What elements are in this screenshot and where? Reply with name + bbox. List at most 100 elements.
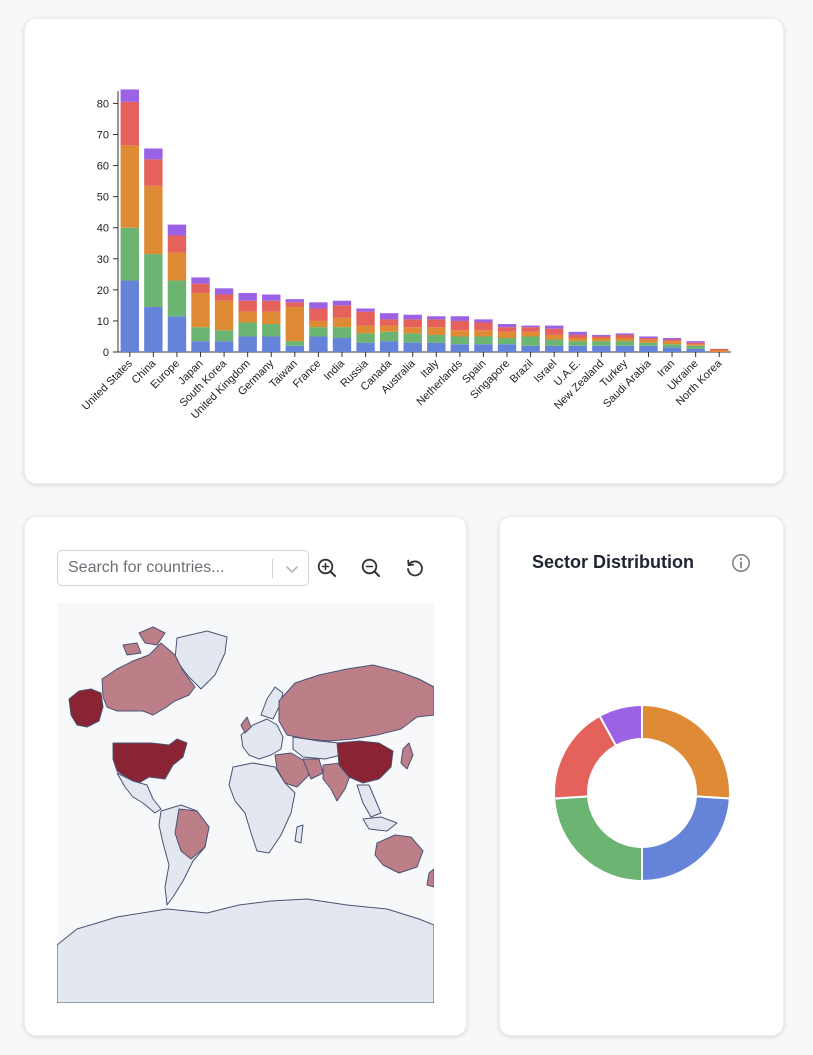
bar-segment[interactable] [686,344,705,346]
map-country-brazil[interactable] [174,808,210,860]
map-continent-antarctica[interactable] [57,898,434,1003]
bar-segment[interactable] [686,341,705,343]
donut-slice[interactable] [641,703,731,800]
bar-segment[interactable] [474,344,493,352]
world-map[interactable] [57,603,434,1003]
bar-segment[interactable] [544,345,564,352]
map-country-australia[interactable] [374,834,424,874]
map-region-central-asia[interactable] [292,736,342,760]
bar-segment[interactable] [615,338,635,342]
bar-segment[interactable] [427,334,446,343]
bar-segment[interactable] [356,308,375,312]
bar-segment[interactable] [309,308,328,321]
bar-segment[interactable] [544,328,564,335]
zoom-out-icon[interactable] [360,557,382,579]
bar-segment[interactable] [120,280,139,352]
bar-segment[interactable] [521,327,540,332]
bar-segment[interactable] [710,348,729,351]
bar-segment[interactable] [662,339,682,342]
bar-segment[interactable] [403,314,422,320]
bar-segment[interactable] [285,306,305,342]
bar-segment[interactable] [191,341,210,352]
bar-segment[interactable] [427,327,446,335]
bar-segment[interactable] [450,336,470,345]
bar-segment[interactable] [332,317,352,328]
bar-segment[interactable] [568,331,587,335]
map-region-southeast-asia[interactable] [356,784,382,818]
donut-slice[interactable] [598,703,643,748]
bar-segment[interactable] [214,330,234,342]
bar-segment[interactable] [521,331,540,337]
bar-segment[interactable] [144,185,163,255]
country-search-select[interactable] [57,550,309,586]
bar-segment[interactable] [309,327,328,337]
map-country-russia[interactable] [278,664,434,742]
bar-segment[interactable] [120,101,139,146]
bar-segment[interactable] [238,322,257,337]
bar-segment[interactable] [427,319,446,328]
bar-segment[interactable] [285,341,305,346]
chevron-down-icon[interactable] [283,560,301,578]
bar-segment[interactable] [379,341,399,352]
bar-segment[interactable] [191,283,210,293]
bar-segment[interactable] [450,330,470,337]
bar-segment[interactable] [662,341,682,345]
bar-segment[interactable] [379,319,399,326]
bar-segment[interactable] [592,334,611,337]
map-country-usa[interactable] [112,738,188,784]
bar-segment[interactable] [238,300,257,312]
bar-segment[interactable] [497,338,517,345]
bar-segment[interactable] [544,334,564,340]
bar-segment[interactable] [474,330,493,337]
bar-segment[interactable] [474,319,493,323]
bar-segment[interactable] [686,342,705,345]
world-map-svg[interactable] [57,603,434,1003]
bar-segment[interactable] [379,331,399,342]
bar-segment[interactable] [379,313,399,320]
bar-segment[interactable] [568,341,587,346]
bar-segment[interactable] [144,306,163,352]
bar-segment[interactable] [639,336,658,339]
bar-segment[interactable] [262,336,281,352]
bar-segment[interactable] [285,299,305,303]
map-country-mexico[interactable] [116,772,162,814]
bar-segment[interactable] [144,148,163,160]
map-continent-africa[interactable] [228,762,296,854]
bar-segment[interactable] [615,341,635,346]
bar-segment[interactable] [592,336,611,339]
bar-segment[interactable] [568,334,587,339]
bar-segment[interactable] [332,305,352,318]
bar-segment[interactable] [450,344,470,352]
bar-segment[interactable] [568,345,587,352]
bar-segment[interactable] [497,327,517,332]
zoom-in-icon[interactable] [316,557,338,579]
bar-segment[interactable] [474,322,493,331]
map-region-canadian-arctic[interactable] [122,626,166,656]
bar-segment[interactable] [214,341,234,352]
bar-segment[interactable] [427,316,446,320]
bar-segment[interactable] [262,324,281,337]
bar-segment[interactable] [615,345,635,352]
bar-segment[interactable] [285,345,305,352]
bar-segment[interactable] [309,336,328,352]
bar-segment[interactable] [686,348,705,352]
bar-segment[interactable] [191,277,210,284]
bar-segment[interactable] [191,292,210,328]
bar-segment[interactable] [474,336,493,345]
bar-segment[interactable] [356,342,375,352]
bar-segment[interactable] [238,311,257,323]
bar-segment[interactable] [356,325,375,334]
bar-segment[interactable] [167,235,187,253]
map-country-japan[interactable] [400,742,414,770]
bar-segment[interactable] [544,325,564,329]
bar-segment[interactable] [167,224,187,236]
donut-slice[interactable] [553,795,643,883]
bar-segment[interactable] [285,302,305,307]
bar-segment[interactable] [592,341,611,346]
bar-segment[interactable] [214,300,234,331]
map-region-middle-east[interactable] [274,752,310,788]
bar-segment[interactable] [521,345,540,352]
bar-segment[interactable] [120,145,139,228]
info-icon[interactable] [731,553,751,573]
bar-segment[interactable] [356,333,375,343]
